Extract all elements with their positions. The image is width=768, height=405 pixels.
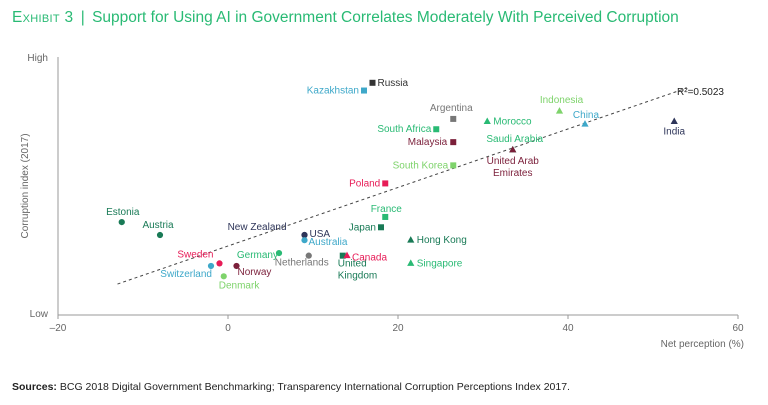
- y-axis-label: Corruption index (2017): [20, 133, 31, 238]
- sources-text: BCG 2018 Digital Government Benchmarking…: [59, 381, 570, 393]
- label-poland: Poland: [349, 178, 380, 189]
- label-united-arab-emirates: United Arab Emirates: [487, 156, 540, 179]
- trendline-r2-label: R²=0.5023: [677, 87, 724, 98]
- x-tick-label: 40: [562, 323, 574, 334]
- label-norway: Norway: [238, 267, 272, 278]
- point-germany: [275, 249, 283, 257]
- label-united-kingdom: United Kingdom: [338, 259, 377, 282]
- point-canada: [343, 251, 351, 259]
- point-russia: [369, 79, 376, 86]
- chart-axes: –20 0 20 40 60 High Low Net perception (%) Corru…: [20, 53, 744, 350]
- title-separator: |: [80, 9, 85, 26]
- point-singapore: [407, 259, 415, 266]
- point-denmark: [220, 273, 227, 280]
- point-switzerland: [207, 262, 215, 270]
- point-india: [670, 117, 678, 124]
- point-morocco: [483, 117, 491, 124]
- x-tick-label: 20: [392, 323, 404, 334]
- label-sweden: Sweden: [177, 249, 213, 260]
- point-united-arab-emirates: [509, 145, 517, 153]
- x-tick-label: 0: [225, 323, 231, 334]
- trendline-group: R²=0.5023: [117, 87, 724, 285]
- point-indonesia: [555, 107, 564, 114]
- point-south-africa: [433, 126, 440, 133]
- label-france: France: [371, 204, 403, 215]
- label-singapore: Singapore: [417, 258, 463, 269]
- label-india: India: [663, 127, 685, 138]
- point-argentina: [450, 115, 457, 122]
- point-australia: [301, 237, 308, 244]
- label-malaysia: Malaysia: [408, 137, 448, 148]
- point-netherlands: [305, 252, 312, 259]
- label-hong-kong: Hong Kong: [417, 235, 467, 246]
- point-kazakhstan: [361, 87, 367, 94]
- label-saudi-arabia: Saudi Arabia: [486, 134, 543, 145]
- point-norway: [233, 262, 240, 270]
- x-tick-label: 60: [732, 323, 744, 334]
- sources-note: Sources: BCG 2018 Digital Government Ben…: [12, 381, 570, 393]
- label-china: China: [573, 110, 600, 121]
- point-labels: Russia Kazakhstan Argentina Indonesia China I…: [106, 78, 685, 291]
- point-japan: [378, 224, 384, 231]
- scatter-chart: –20 0 20 40 60 High Low Net perception (%) Corru…: [20, 53, 744, 350]
- label-kazakhstan: Kazakhstan: [307, 86, 359, 97]
- label-netherlands: Netherlands: [275, 258, 329, 269]
- label-canada: Canada: [352, 253, 387, 264]
- label-switzerland: Switzerland: [160, 269, 212, 280]
- label-argentina: Argentina: [430, 103, 473, 114]
- trendline: [117, 87, 688, 285]
- label-austria: Austria: [142, 220, 174, 231]
- y-low-label: Low: [30, 309, 49, 320]
- label-indonesia: Indonesia: [540, 95, 584, 106]
- data-points: [118, 79, 678, 280]
- label-japan: Japan: [349, 222, 376, 233]
- label-morocco: Morocco: [493, 117, 532, 128]
- label-australia: Australia: [309, 237, 348, 248]
- point-united-kingdom: [339, 252, 346, 259]
- x-axis-label: Net perception (%): [661, 339, 744, 350]
- label-denmark: Denmark: [219, 280, 261, 291]
- point-malaysia: [450, 139, 457, 146]
- point-austria: [156, 231, 164, 239]
- label-russia: Russia: [378, 78, 409, 89]
- point-poland: [382, 180, 389, 187]
- sources-label: Sources:: [12, 381, 57, 393]
- point-france: [382, 213, 389, 220]
- y-high-label: High: [27, 53, 48, 64]
- label-south-africa: South Africa: [377, 124, 431, 135]
- point-estonia: [118, 219, 125, 226]
- point-china: [581, 120, 589, 127]
- point-sweden: [216, 260, 223, 267]
- label-new-zealand: New Zealand: [228, 222, 287, 233]
- label-usa: USA: [310, 229, 331, 240]
- chart-title: Support for Using AI in Government Corre…: [92, 9, 679, 26]
- label-south-korea: South Korea: [393, 160, 449, 171]
- point-usa: [301, 231, 308, 239]
- exhibit-title: Exhibit 3 | Support for Using AI in Gove…: [12, 9, 679, 27]
- label-germany: Germany: [237, 250, 278, 261]
- x-tick-label: –20: [50, 323, 67, 334]
- label-estonia: Estonia: [106, 207, 140, 218]
- point-hong-kong: [407, 236, 415, 243]
- point-south-korea: [450, 162, 457, 169]
- exhibit-number: Exhibit 3: [12, 9, 74, 26]
